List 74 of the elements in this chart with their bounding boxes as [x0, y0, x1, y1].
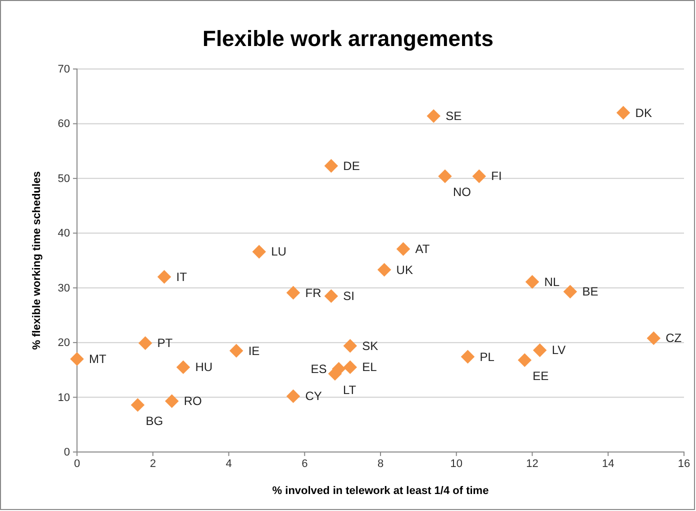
- point: [472, 169, 486, 184]
- annotation: CY: [305, 389, 322, 404]
- annotation: RO: [184, 394, 202, 408]
- annotation: AT: [415, 242, 430, 256]
- point: [164, 394, 179, 408]
- point: [157, 270, 172, 284]
- point: [252, 244, 266, 259]
- annotation: FI: [491, 169, 502, 184]
- annotation: PT: [157, 336, 174, 350]
- annotation: EE: [532, 369, 549, 384]
- point: [426, 109, 440, 123]
- annotation: HU: [195, 360, 213, 374]
- annotation: EL: [362, 360, 378, 374]
- annotation: LV: [552, 343, 566, 358]
- annotation: SI: [343, 289, 355, 304]
- y-axis-title: % flexible working time schedules: [31, 171, 43, 350]
- point: [343, 360, 358, 374]
- annotation: DK: [635, 106, 652, 120]
- x-tick-label: 16: [678, 458, 690, 470]
- annotation: UK: [396, 262, 413, 277]
- y-tick-label: 50: [58, 172, 70, 185]
- x-tick-label: 10: [450, 458, 462, 470]
- x-tick-label: 12: [526, 458, 538, 470]
- annotation: ES: [310, 362, 327, 376]
- point: [138, 336, 152, 350]
- y-tick-label: 30: [58, 282, 70, 294]
- point: [518, 353, 532, 367]
- x-tick-label: 2: [150, 458, 156, 470]
- point: [377, 262, 392, 277]
- y-tick-label: 10: [58, 392, 70, 404]
- y-tick-label: 0: [64, 446, 70, 459]
- point: [616, 106, 630, 120]
- y-tick-label: 60: [58, 118, 70, 130]
- point: [229, 344, 244, 358]
- annotation: PL: [480, 350, 495, 364]
- annotation: IE: [248, 344, 260, 358]
- annotation: NL: [544, 274, 560, 289]
- annotation: LU: [271, 244, 286, 259]
- point: [286, 389, 300, 404]
- point: [525, 274, 540, 289]
- annotation: LT: [342, 382, 357, 397]
- annotation: IT: [176, 270, 188, 284]
- annotation: BG: [146, 414, 164, 428]
- x-axis-title: % involved in telework at least 1/4 of time: [272, 485, 489, 497]
- x-tick-label: 0: [74, 458, 80, 470]
- point: [438, 169, 452, 184]
- y-tick-label: 40: [58, 228, 70, 240]
- x-tick-label: 8: [377, 458, 384, 470]
- point: [130, 398, 145, 412]
- x-tick-label: 4: [226, 458, 232, 470]
- point: [324, 158, 338, 173]
- y-tick-label: 20: [58, 337, 70, 350]
- point: [460, 350, 475, 364]
- annotation: SK: [362, 338, 378, 353]
- point: [343, 338, 358, 353]
- annotation: BE: [582, 284, 598, 299]
- point: [176, 360, 190, 374]
- point: [286, 286, 300, 300]
- point: [532, 343, 547, 358]
- x-tick-label: 14: [602, 458, 614, 470]
- annotation: MT: [89, 352, 107, 366]
- annotation: NO: [452, 185, 471, 200]
- annotation: SE: [446, 109, 462, 124]
- annotation: CZ: [666, 331, 682, 346]
- point: [70, 352, 84, 366]
- annotation: FR: [305, 286, 322, 300]
- point: [324, 289, 338, 303]
- y-tick-label: 70: [58, 64, 70, 76]
- point: [563, 284, 578, 299]
- x-tick-label: 6: [302, 458, 308, 470]
- annotation: DE: [343, 158, 360, 173]
- point: [646, 331, 661, 346]
- point: [396, 242, 410, 256]
- chart-title: Flexible work arrangements: [202, 26, 494, 51]
